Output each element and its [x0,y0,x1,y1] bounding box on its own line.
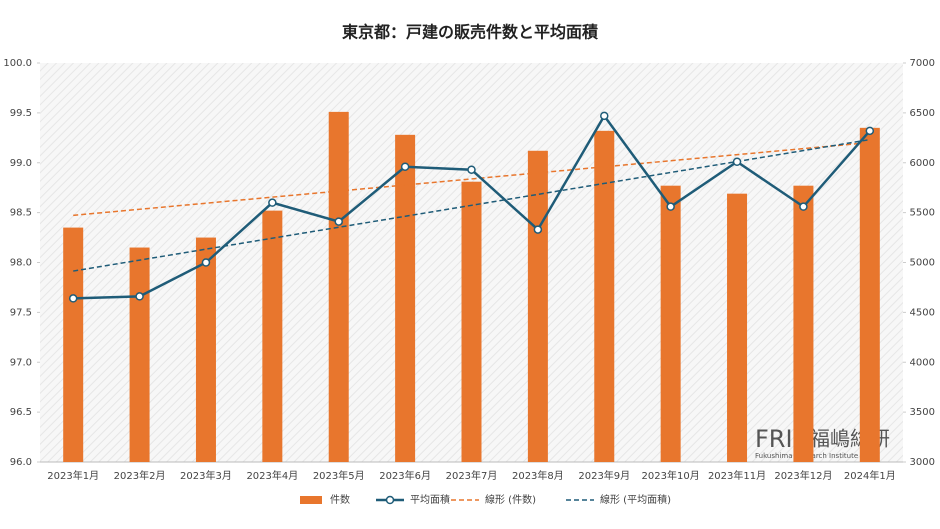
line-point [666,202,675,211]
y2-tick-label: 7000 [910,58,935,69]
line-point [68,294,78,303]
x-tick-label: 2023年2月 [114,469,166,482]
bar [527,150,548,462]
chart-title: 東京都：戸建の販売件数と平均面積 [342,23,599,42]
y2-tick-label: 4000 [910,357,935,368]
x-tick-label: 2023年6月 [379,469,431,482]
x-tick-label: 2024年1月 [844,469,896,482]
bar [594,130,615,462]
y2-tick-label: 5000 [910,258,935,269]
x-tick-label: 2023年11月 [708,469,766,482]
y-tick-label: 97.5 [10,307,32,318]
bar [262,210,283,462]
legend-label: 平均面積 [410,493,450,506]
legend-label: 件数 [330,493,350,506]
y-tick-label: 98.0 [10,258,32,269]
y2-tick-label: 5500 [910,208,935,219]
x-tick-label: 2023年4月 [246,469,298,482]
y-tick-label: 98.5 [10,208,32,219]
line-point [334,217,343,226]
x-tick-label: 2023年10月 [642,469,700,482]
line-point [400,162,410,171]
line-point [135,292,144,301]
bar [859,127,880,463]
bar [328,111,349,462]
y2-tick-label: 3500 [910,407,935,418]
y-tick-label: 97.0 [10,357,32,368]
bar [63,227,84,462]
line-point [268,198,277,207]
bar [660,185,681,462]
line-point [533,225,543,234]
x-tick-label: 2023年5月 [313,469,365,482]
x-tick-label: 2023年8月 [512,469,564,482]
line-point [865,126,875,136]
logo: FRI [755,425,793,453]
y2-tick-label: 4500 [910,307,935,318]
x-tick-label: 2023年1月 [47,469,99,482]
line-point [201,258,211,267]
legend-label: 線形 (件数) [485,493,536,506]
bar [461,181,482,462]
legend: 件数 平均面積 線形 (件数) 線形 (平均面積) [300,493,671,506]
y-tick-label: 99.5 [10,108,32,119]
trend-line [73,141,870,217]
x-tick-label: 2023年12月 [774,469,832,482]
y2-tick-label: 6000 [910,158,935,169]
legend-swatch [385,495,395,505]
x-tick-label: 2023年3月 [180,469,232,482]
y2-tick-label: 6500 [910,108,935,119]
legend-label: 線形 (平均面積) [600,493,671,506]
line-point [799,202,808,211]
y-tick-label: 100.0 [3,58,32,69]
line-point [732,157,742,167]
x-tick-label: 2023年7月 [446,469,498,482]
y-tick-label: 99.0 [10,158,32,169]
y-tick-label: 96.0 [10,457,32,468]
bar [195,237,216,462]
line-point [467,165,476,174]
legend-swatch [300,496,322,504]
y2-tick-label: 3000 [910,457,935,468]
bar [129,247,150,462]
x-tick-label: 2023年9月 [578,469,630,482]
line-point [600,111,609,121]
bar [793,185,814,462]
y-tick-label: 96.5 [10,407,32,418]
bar [727,193,748,463]
